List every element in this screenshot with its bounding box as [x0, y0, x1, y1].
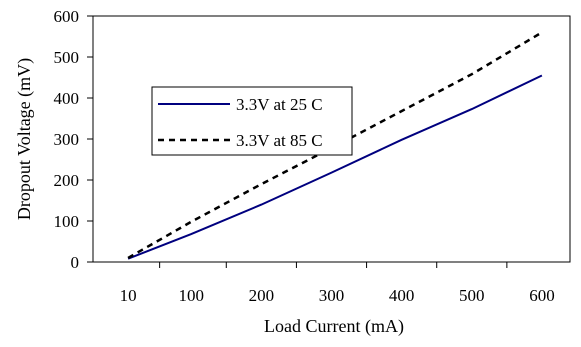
series-line-25c — [127, 74, 543, 260]
legend-box — [151, 86, 353, 156]
y-axis-title: Dropout Voltage (mV) — [14, 58, 35, 220]
y-axis-ticks: 0 100 200 300 400 500 600 — [54, 7, 93, 272]
legend-label-25c: 3.3V at 25 C — [236, 95, 323, 114]
x-axis-title: Load Current (mA) — [264, 316, 404, 337]
y-tick-label: 600 — [54, 7, 80, 26]
y-tick-label: 100 — [54, 212, 80, 231]
x-tick-label: 600 — [529, 286, 555, 305]
x-tick-label: 10 — [120, 286, 137, 305]
y-tick-label: 200 — [54, 171, 80, 190]
y-tick-label: 300 — [54, 130, 80, 149]
x-tick-label: 100 — [178, 286, 204, 305]
legend-label-85c: 3.3V at 85 C — [236, 131, 323, 150]
x-tick-label: 400 — [389, 286, 415, 305]
x-tick-label: 300 — [319, 286, 345, 305]
y-tick-label: 400 — [54, 89, 80, 108]
y-tick-label: 0 — [71, 253, 80, 272]
x-tick-label: 500 — [459, 286, 485, 305]
x-axis-ticks: 10 100 200 300 400 500 600 — [120, 262, 555, 305]
legend: 3.3V at 25 C 3.3V at 85 C — [151, 86, 353, 156]
x-tick-label: 200 — [249, 286, 275, 305]
y-tick-label: 500 — [54, 48, 80, 67]
